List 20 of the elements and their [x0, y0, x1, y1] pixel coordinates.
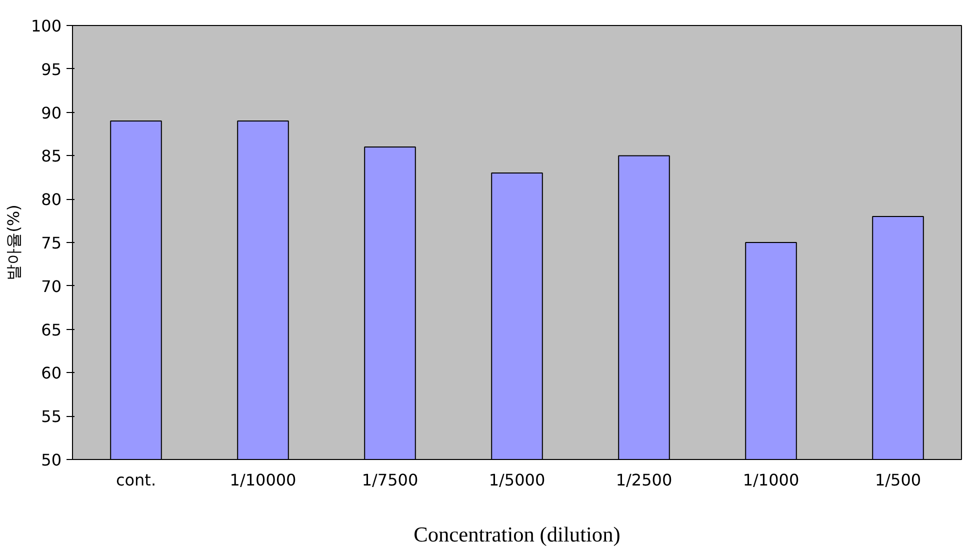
y-tick-label: 80 — [41, 190, 62, 210]
y-tick-label: 90 — [41, 103, 62, 122]
y-tick-label: 50 — [41, 450, 62, 470]
x-tick-label: 1/7500 — [362, 470, 418, 490]
y-tick-label: 60 — [41, 364, 62, 383]
y-tick-label: 100 — [30, 16, 62, 36]
y-tick-label: 85 — [41, 146, 62, 166]
x-tick-label: 1/10000 — [230, 470, 296, 490]
y-axis-title: 발아율(%) — [4, 204, 23, 280]
x-tick-label: 1/5000 — [488, 470, 546, 490]
x-tick-label: 1/1000 — [742, 470, 800, 490]
y-tick-label: 70 — [41, 276, 62, 296]
x-axis-title: Concentration (dilution) — [414, 522, 620, 546]
y-tick-label: 95 — [41, 60, 62, 79]
y-tick-label: 55 — [41, 407, 62, 426]
x-tick-label: 1/500 — [874, 470, 922, 490]
x-tick-label: cont. — [116, 470, 156, 490]
y-tick-label: 75 — [41, 234, 62, 252]
x-tick-label: 1/2500 — [616, 470, 672, 490]
y-tick-label: 65 — [41, 320, 62, 340]
